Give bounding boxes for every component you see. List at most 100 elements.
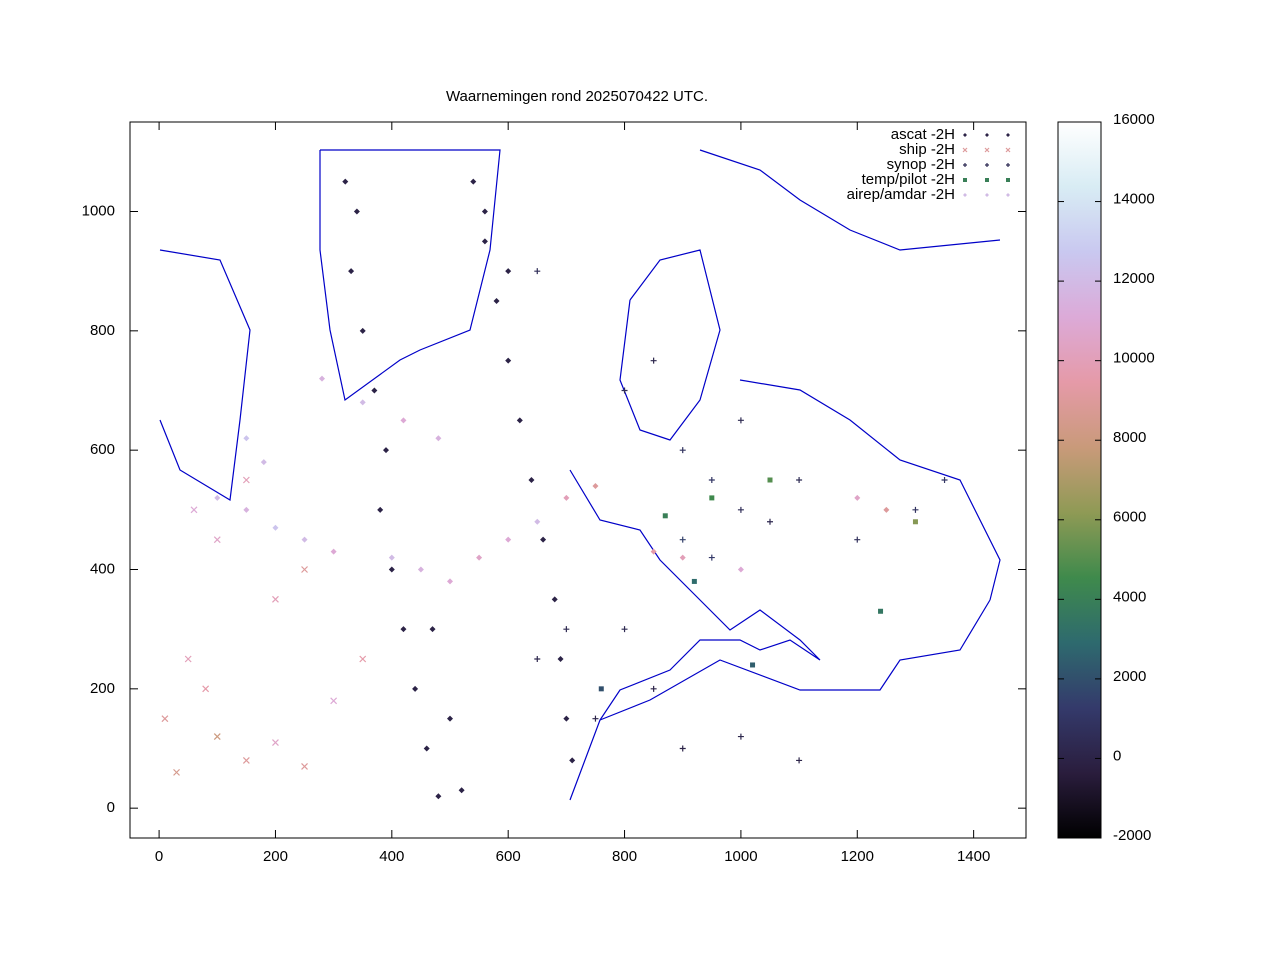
point (563, 494, 570, 501)
point (342, 178, 349, 185)
point (679, 536, 686, 543)
colorbar-tick-label: 4000 (1113, 588, 1146, 605)
point (650, 685, 657, 692)
point (505, 357, 512, 364)
point (202, 685, 210, 693)
point (330, 697, 338, 705)
point (359, 399, 366, 406)
point (750, 662, 756, 668)
point (301, 566, 308, 573)
point (388, 554, 395, 561)
point (161, 715, 169, 723)
point (912, 506, 919, 513)
point (650, 548, 657, 555)
legend-symbol (985, 163, 989, 167)
x-tick-label: 200 (263, 848, 288, 865)
coastline (699, 149, 1001, 251)
point (377, 506, 384, 513)
point (563, 626, 570, 633)
x-tick-label: 1000 (724, 848, 757, 865)
point (569, 757, 576, 764)
point (213, 733, 221, 740)
colorbar-tick-label: 2000 (1113, 668, 1146, 685)
point (435, 435, 442, 442)
point (214, 494, 221, 501)
colorbar-tick-label: 10000 (1113, 350, 1155, 367)
point (528, 477, 535, 483)
legend-symbol (963, 193, 967, 197)
point (621, 626, 628, 633)
point (691, 578, 697, 584)
colorbar-tick-label: 6000 (1113, 509, 1146, 526)
point (423, 745, 430, 752)
point (709, 495, 715, 501)
point (708, 554, 715, 561)
chart-title: Waarnemingen rond 2025070422 UTC. (446, 88, 708, 105)
point (598, 686, 604, 692)
point (662, 513, 668, 519)
point (243, 506, 250, 513)
coastline (599, 599, 991, 721)
point (854, 494, 861, 501)
point (319, 375, 325, 382)
point (563, 715, 570, 722)
x-tick-label: 1400 (957, 848, 990, 865)
point (737, 506, 744, 513)
point (447, 578, 453, 585)
point (534, 518, 541, 525)
point (878, 608, 884, 614)
legend-symbol (985, 178, 989, 182)
point (348, 268, 355, 275)
point (301, 762, 308, 770)
point (242, 476, 250, 484)
point (184, 655, 192, 663)
point (272, 739, 279, 746)
y-tick-label: 600 (90, 441, 115, 458)
coastline (739, 379, 1001, 601)
point (883, 506, 890, 513)
point (854, 536, 861, 543)
point (557, 656, 564, 662)
point (447, 715, 453, 722)
point (505, 536, 512, 543)
legend-symbol (1005, 147, 1011, 153)
point (476, 554, 483, 561)
point (417, 566, 424, 573)
colorbar-tick-label: 16000 (1113, 111, 1155, 128)
point (534, 268, 541, 275)
point (679, 745, 686, 752)
point (353, 208, 360, 215)
point (470, 178, 477, 185)
point (516, 417, 523, 424)
x-tick-label: 1200 (841, 848, 874, 865)
y-tick-label: 800 (90, 322, 115, 339)
legend-label: airep/amdar -2H (847, 186, 955, 203)
point (796, 757, 803, 764)
points (161, 178, 948, 800)
point (540, 536, 547, 543)
point (359, 327, 366, 334)
point (458, 787, 465, 794)
point (621, 387, 628, 394)
point (272, 524, 279, 531)
x-tick-label: 400 (379, 848, 404, 865)
legend-symbol (985, 193, 989, 197)
point (592, 482, 599, 489)
point (272, 595, 279, 603)
point (412, 685, 419, 692)
point (493, 298, 500, 304)
legend-label: synop -2H (887, 156, 955, 173)
legend-label: ascat -2H (891, 126, 955, 143)
plot-frame (129, 121, 1027, 839)
point (435, 793, 442, 800)
point (737, 566, 744, 573)
point (429, 626, 436, 633)
colorbar-tick-label: 8000 (1113, 429, 1146, 446)
x-tick-label: 0 (155, 848, 163, 865)
point (679, 554, 686, 561)
coastline (319, 149, 501, 402)
point (400, 626, 407, 633)
point (737, 417, 744, 424)
point (941, 477, 948, 483)
